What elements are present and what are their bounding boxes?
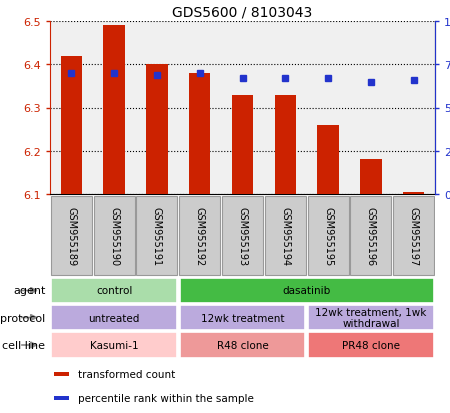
Title: GDS5600 / 8103043: GDS5600 / 8103043 [172, 5, 313, 19]
Bar [308, 332, 434, 358]
Bar [222, 196, 263, 275]
Bar [51, 332, 177, 358]
Bar [146, 65, 168, 195]
Text: cell line: cell line [3, 340, 45, 350]
Bar [308, 305, 434, 330]
Bar [265, 196, 306, 275]
Bar [104, 26, 125, 195]
Text: GSM955192: GSM955192 [195, 206, 205, 266]
Text: control: control [96, 286, 132, 296]
Bar [403, 192, 424, 195]
Text: PR48 clone: PR48 clone [342, 340, 400, 350]
Bar [350, 196, 392, 275]
Bar [136, 196, 177, 275]
Bar [61, 57, 82, 195]
Bar [51, 305, 177, 330]
Text: 12wk treatment: 12wk treatment [201, 313, 284, 323]
Text: GSM955196: GSM955196 [366, 206, 376, 266]
Text: transformed count: transformed count [78, 369, 176, 379]
Text: untreated: untreated [89, 313, 140, 323]
Bar [179, 196, 220, 275]
Bar [54, 396, 69, 400]
Text: GSM955194: GSM955194 [280, 206, 290, 266]
Bar [180, 278, 434, 303]
Bar [360, 160, 382, 195]
Bar [189, 74, 211, 195]
Bar [317, 126, 339, 195]
Bar [180, 332, 306, 358]
Text: GSM955189: GSM955189 [67, 206, 76, 266]
Text: agent: agent [13, 286, 45, 296]
Bar [393, 196, 434, 275]
Text: GSM955195: GSM955195 [323, 206, 333, 266]
Text: protocol: protocol [0, 313, 45, 323]
Text: GSM955190: GSM955190 [109, 206, 119, 266]
Text: GSM955191: GSM955191 [152, 206, 162, 266]
Bar [274, 95, 296, 195]
Bar [180, 305, 306, 330]
Bar [307, 196, 349, 275]
Bar [94, 196, 135, 275]
Text: 12wk treatment, 1wk
withdrawal: 12wk treatment, 1wk withdrawal [315, 307, 427, 328]
Bar [232, 95, 253, 195]
Text: GSM955193: GSM955193 [238, 206, 248, 266]
Text: percentile rank within the sample: percentile rank within the sample [78, 393, 254, 403]
Text: GSM955197: GSM955197 [409, 206, 419, 266]
Bar [54, 373, 69, 376]
Bar [51, 196, 92, 275]
Text: Kasumi-1: Kasumi-1 [90, 340, 139, 350]
Text: dasatinib: dasatinib [283, 286, 331, 296]
Bar [51, 278, 177, 303]
Text: R48 clone: R48 clone [216, 340, 268, 350]
